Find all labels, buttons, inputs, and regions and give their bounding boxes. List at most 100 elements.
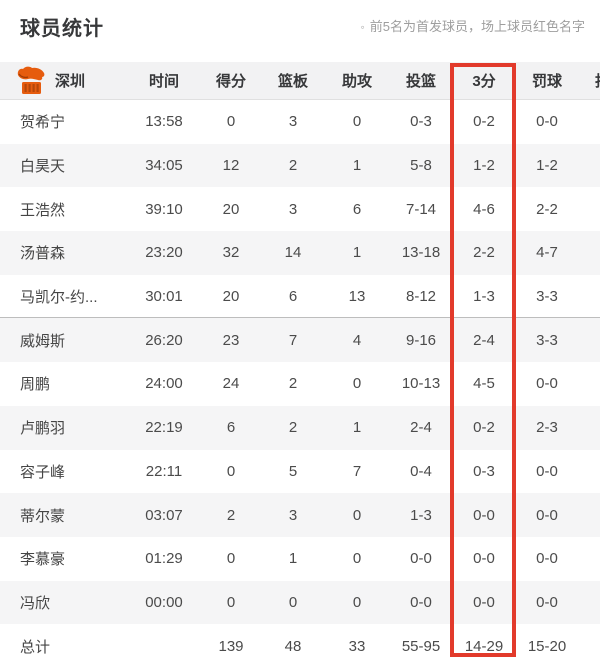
cell-3pt: 0-3 (473, 462, 495, 480)
cell-time: 23:20 (145, 244, 183, 262)
player-name: 总计 (20, 638, 51, 656)
player-name: 汤普森 (20, 245, 66, 263)
table-body: 贺希宁 13:58 0 3 0 0-3 0-2 0-0 白昊天 34:05 12… (0, 100, 600, 668)
team-logo-icon (17, 66, 45, 94)
cell-rebounds: 3 (288, 506, 298, 524)
cell-3pt: 4-6 (473, 200, 495, 218)
player-name: 王浩然 (20, 201, 66, 219)
cell-rebounds: 3 (288, 200, 298, 218)
cell-points: 0 (226, 462, 236, 480)
totals-row: 总计 139 48 33 55-95 14-29 15-20 (0, 624, 600, 668)
player-name: 冯欣 (20, 594, 51, 612)
cell-ft: 0-0 (536, 593, 558, 611)
cell-time: 13:58 (145, 113, 183, 131)
cell-fg: 9-16 (405, 331, 437, 349)
cell-points: 0 (226, 550, 236, 568)
cell-points: 20 (222, 200, 240, 218)
cell-rebounds: 5 (288, 462, 298, 480)
cell-points: 20 (222, 287, 240, 305)
cell-ft: 3-3 (536, 287, 558, 305)
cell-rebounds: 2 (288, 157, 298, 175)
cell-3pt: 4-5 (473, 375, 495, 393)
table-row: 冯欣 00:00 0 0 0 0-0 0-0 0-0 (0, 580, 600, 625)
col-header-fg: 投篮 (405, 73, 436, 90)
note-bullet-icon: ◦ (360, 20, 365, 34)
cell-points: 6 (226, 419, 236, 437)
table-row: 容子峰 22:11 0 5 7 0-4 0-3 0-0 (0, 449, 600, 494)
cell-time: 39:10 (145, 200, 183, 218)
cell-fg: 1-3 (410, 506, 432, 524)
cell-assists: 0 (352, 113, 362, 131)
table-row: 周鹏 24:00 24 2 0 10-13 4-5 0-0 (0, 362, 600, 406)
cell-fg: 0-3 (410, 113, 432, 131)
cell-ft: 1-2 (536, 157, 558, 175)
cell-3pt: 2-2 (473, 244, 495, 262)
player-name: 威姆斯 (20, 332, 66, 350)
cell-points: 23 (222, 331, 240, 349)
table-row: 李慕豪 01:29 0 1 0 0-0 0-0 0-0 (0, 536, 600, 581)
cell-rebounds: 2 (288, 375, 298, 393)
cell-ft: 3-3 (536, 331, 558, 349)
col-header-rebounds: 篮板 (277, 73, 308, 90)
table-row: 马凯尔-约... 30:01 20 6 13 8-12 1-3 3-3 (0, 274, 600, 319)
cell-ft: 4-7 (536, 244, 558, 262)
cell-ft: 0-0 (536, 550, 558, 568)
player-name: 李慕豪 (20, 551, 66, 569)
note-text: 前5名为首发球员，场上球员红色名字 (369, 19, 585, 34)
col-header-time: 时间 (148, 73, 179, 90)
cell-3pt: 0-0 (473, 593, 495, 611)
page-title: 球员统计 (20, 18, 104, 40)
cell-ft: 0-0 (536, 113, 558, 131)
cell-rebounds: 0 (288, 593, 298, 611)
cell-assists: 33 (348, 637, 366, 655)
cell-assists: 13 (348, 287, 366, 305)
player-name: 周鹏 (20, 376, 51, 394)
cell-ft: 0-0 (536, 375, 558, 393)
cell-ft: 0-0 (536, 506, 558, 524)
col-header-assists: 助攻 (341, 73, 372, 90)
cell-ft: 2-3 (536, 419, 558, 437)
cell-rebounds: 14 (284, 244, 302, 262)
cell-time: 30:01 (145, 287, 183, 305)
cell-time: 01:29 (145, 550, 183, 568)
cell-3pt: 0-2 (473, 113, 495, 131)
col-header-steals: 抢断 (578, 70, 600, 91)
cell-rebounds: 3 (288, 113, 298, 131)
cell-3pt: 1-3 (473, 287, 495, 305)
cell-time: 00:00 (145, 593, 183, 611)
player-name: 马凯尔-约... (20, 288, 98, 306)
cell-time: 24:00 (145, 375, 183, 393)
cell-rebounds: 2 (288, 419, 298, 437)
cell-assists: 4 (352, 331, 362, 349)
section-header: 球员统计 ◦ 前5名为首发球员，场上球员红色名字 (0, 0, 600, 62)
cell-3pt: 2-4 (473, 331, 495, 349)
cell-points: 139 (218, 637, 244, 655)
cell-time: 03:07 (145, 506, 183, 524)
table-row: 卢鹏羽 22:19 6 2 1 2-4 0-2 2-3 (0, 405, 600, 450)
cell-points: 12 (222, 157, 240, 175)
cell-points: 0 (226, 593, 236, 611)
cell-fg: 13-18 (401, 244, 441, 262)
cell-3pt: 0-2 (473, 419, 495, 437)
cell-fg: 7-14 (405, 200, 437, 218)
col-header-3pt: 3分 (472, 73, 496, 90)
cell-points: 24 (222, 375, 240, 393)
cell-fg: 0-4 (410, 462, 432, 480)
player-name: 白昊天 (20, 158, 66, 176)
cell-3pt: 14-29 (464, 637, 504, 655)
cell-fg: 55-95 (401, 637, 441, 655)
cell-assists: 6 (352, 200, 362, 218)
starters-note: ◦ 前5名为首发球员，场上球员红色名字 (361, 12, 586, 35)
cell-points: 32 (222, 244, 240, 262)
cell-points: 0 (226, 113, 236, 131)
col-header-points: 得分 (215, 73, 246, 90)
col-header-ft: 罚球 (531, 73, 562, 90)
cell-ft: 15-20 (527, 637, 567, 655)
cell-rebounds: 6 (288, 287, 298, 305)
cell-assists: 1 (352, 419, 362, 437)
cell-3pt: 1-2 (473, 157, 495, 175)
player-name: 容子峰 (20, 463, 66, 481)
table-row: 蒂尔蒙 03:07 2 3 0 1-3 0-0 0-0 (0, 493, 600, 537)
cell-3pt: 0-0 (473, 550, 495, 568)
cell-assists: 1 (352, 244, 362, 262)
